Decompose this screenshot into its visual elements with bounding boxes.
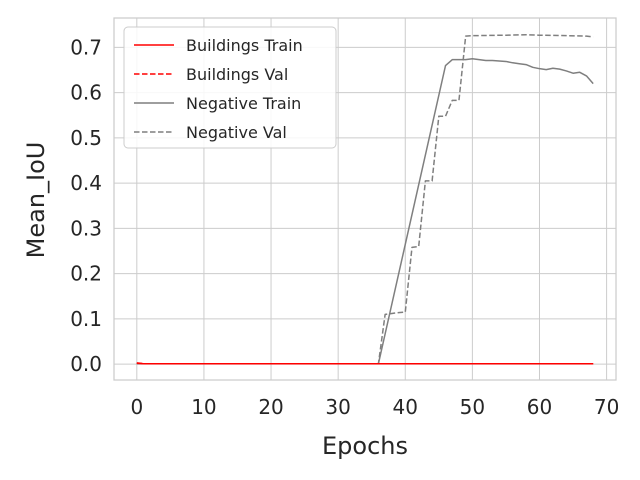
- x-tick-label: 20: [258, 395, 283, 419]
- legend-label: Buildings Train: [186, 36, 303, 55]
- x-tick-label: 30: [325, 395, 350, 419]
- y-tick-label: 0.0: [70, 352, 102, 376]
- y-tick-label: 0.5: [70, 126, 102, 150]
- x-tick-label: 50: [460, 395, 485, 419]
- legend: Buildings Train Buildings Val Negative Tra…: [123, 26, 337, 149]
- y-tick-labels: 0.0 0.1 0.2 0.3 0.4 0.5 0.6 0.7: [70, 35, 102, 376]
- y-tick-label: 0.1: [70, 307, 102, 331]
- legend-box: [123, 26, 337, 149]
- x-axis-label: Epochs: [322, 432, 408, 460]
- series-line-buildings-val: [136, 362, 594, 365]
- y-tick-label: 0.7: [70, 35, 102, 59]
- legend-label: Buildings Val: [186, 65, 288, 84]
- y-tick-label: 0.3: [70, 216, 102, 240]
- plot-frame: [113, 17, 617, 381]
- series-line-negative-train: [136, 57, 594, 365]
- y-tick-label: 0.2: [70, 262, 102, 286]
- series-layer: [136, 33, 594, 365]
- x-tick-label: 60: [527, 395, 552, 419]
- x-tick-label: 70: [594, 395, 619, 419]
- x-tick-label: 40: [393, 395, 418, 419]
- y-tick-label: 0.4: [70, 171, 102, 195]
- x-tick-label: 10: [191, 395, 216, 419]
- x-tick-labels: 0 10 20 30 40 50 60 70: [130, 395, 619, 419]
- legend-label: Negative Train: [186, 94, 301, 113]
- legend-label: Negative Val: [186, 123, 287, 142]
- x-tick-label: 0: [130, 395, 143, 419]
- y-tick-label: 0.6: [70, 81, 102, 105]
- y-axis-label: Mean_IoU: [22, 142, 50, 259]
- series-line-negative-val: [136, 33, 594, 365]
